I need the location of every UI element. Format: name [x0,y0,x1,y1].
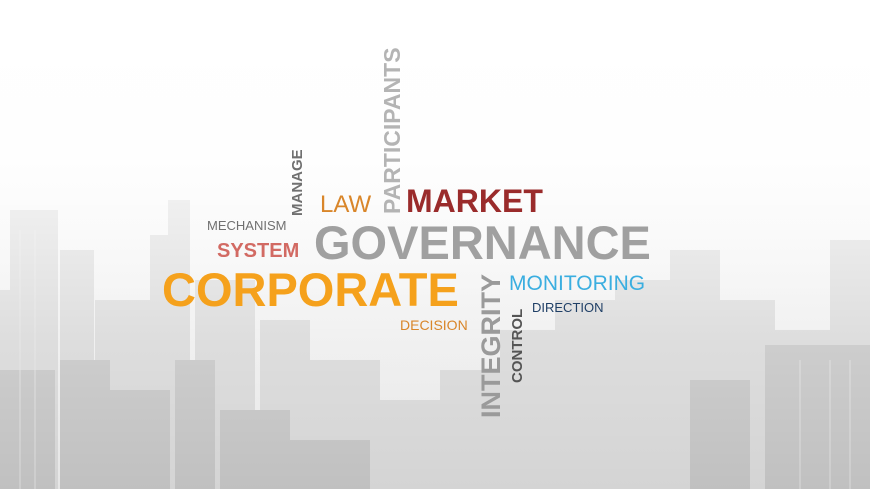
word-direction: DIRECTION [532,300,604,315]
word-monitoring: MONITORING [509,272,646,295]
word-mechanism: MECHANISM [207,218,287,233]
word-system: SYSTEM [217,240,300,262]
word-control: CONTROL [509,308,526,383]
word-market: MARKET [406,183,543,219]
word-integrity: INTEGRITY [476,273,506,418]
word-governance: GOVERNANCE [314,216,651,269]
word-decision: DECISION [400,317,468,333]
word-law: LAW [320,191,372,218]
word-manage: MANAGE [289,149,306,216]
word-participants: PARTICIPANTS [379,47,405,214]
word-corporate: CORPORATE [162,263,459,316]
